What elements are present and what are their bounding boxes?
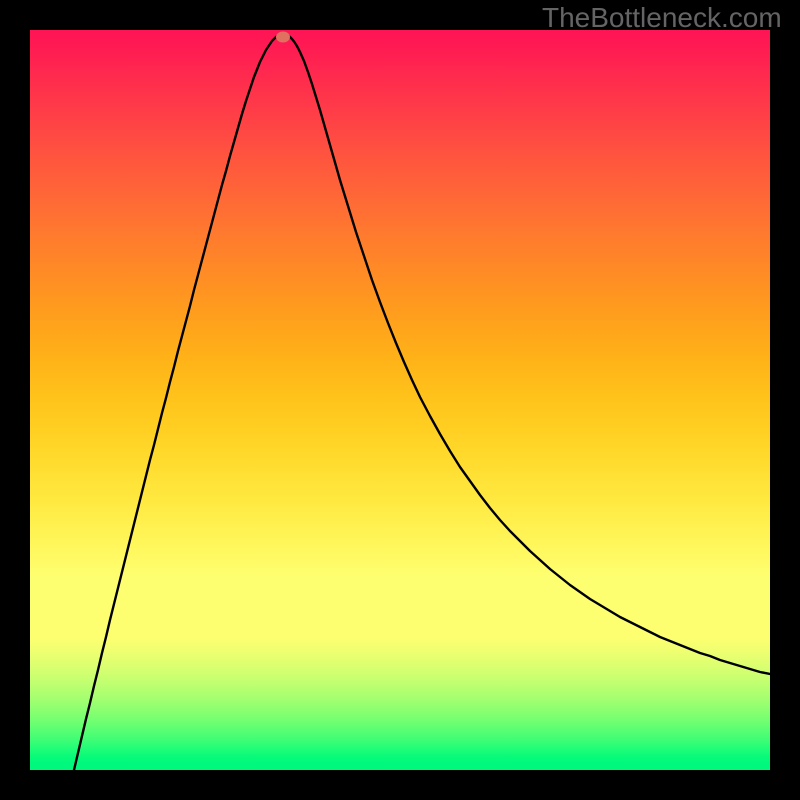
watermark-text: TheBottleneck.com — [542, 2, 782, 34]
bottleneck-chart — [30, 30, 770, 770]
stage: TheBottleneck.com — [0, 0, 800, 800]
optimum-marker — [276, 32, 290, 43]
chart-background — [30, 30, 770, 770]
